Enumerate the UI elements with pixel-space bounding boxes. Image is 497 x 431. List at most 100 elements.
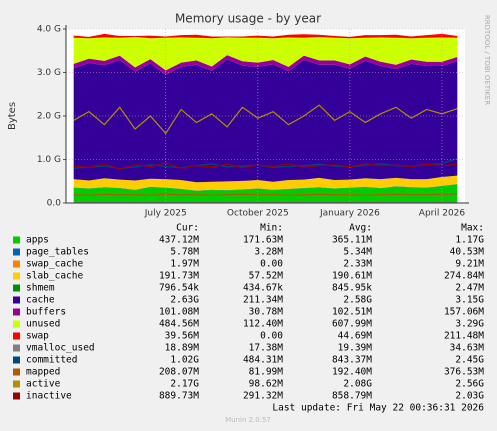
y-tick-label: 4.0 G: [37, 25, 61, 35]
legend-stat: 365.11M: [332, 235, 372, 246]
legend-stat: 484.56M: [159, 319, 199, 330]
legend-swatch: [13, 392, 20, 400]
legend-swatch: [13, 236, 20, 244]
x-tick-label: October 2025: [227, 209, 289, 219]
legend-swatch: [13, 380, 20, 388]
line: [73, 193, 458, 196]
legend-name: inactive: [26, 391, 72, 402]
area: [73, 175, 458, 183]
legend-stat: 1.02G: [170, 355, 199, 366]
legend-stat: 2.08G: [343, 379, 372, 390]
legend-stat: 171.63M: [243, 235, 283, 246]
plot: [73, 33, 458, 203]
side-note: RRDTOOL / TOBI OETIKER: [483, 15, 491, 105]
y-tick-label: 3.0 G: [37, 68, 61, 78]
legend-stat: 796.54k: [159, 283, 199, 294]
axes: 0.0 1.0 G 2.0 G 3.0 G 4.0 G July 2025 October …: [37, 25, 469, 219]
legend-stat: 19.39M: [338, 343, 373, 354]
legend-stat: 39.56M: [165, 331, 200, 342]
column-header: Cur:: [176, 223, 199, 234]
legend-stat: 607.99M: [332, 319, 372, 330]
column-header: Max:: [461, 223, 484, 234]
legend-stat: 101.08M: [159, 307, 199, 318]
legend-swatch: [13, 284, 20, 292]
legend-name: active: [26, 379, 61, 390]
legend-swatch: [13, 356, 20, 364]
area: [73, 33, 458, 39]
legend-stat: 40.53M: [450, 247, 485, 258]
column-header: Min:: [260, 223, 283, 234]
line: [73, 104, 458, 135]
legend-swatch: [13, 296, 20, 304]
legend-stat: 112.40M: [243, 319, 283, 330]
y-axis-label: Bytes: [7, 102, 18, 130]
legend-stat: 2.58G: [343, 295, 372, 306]
area: [73, 184, 458, 203]
legend-stat: 2.45G: [455, 355, 484, 366]
legend-swatch: [13, 344, 20, 352]
legend-stat: 34.63M: [450, 343, 485, 354]
legend-stat: 845.95k: [332, 283, 372, 294]
y-tick-label: 2.0 G: [37, 112, 61, 122]
last-update: Last update: Fri May 22 00:36:31 2026: [272, 403, 484, 414]
legend-stat: 190.61M: [332, 271, 372, 282]
legend-stat: 30.78M: [249, 307, 284, 318]
legend-stat: 211.48M: [444, 331, 484, 342]
legend-name: page_tables: [26, 247, 89, 258]
legend-stat: 18.89M: [165, 343, 200, 354]
legend-name: shmem: [26, 283, 55, 294]
legend-stat: 2.33M: [343, 259, 372, 270]
legend-stat: 291.32M: [243, 391, 283, 402]
legend-stat: 376.53M: [444, 367, 484, 378]
legend-stat: 437.12M: [159, 235, 199, 246]
legend-stat: 102.51M: [332, 307, 372, 318]
legend-stat: 0.00: [260, 331, 283, 342]
chart-title: Memory usage - by year: [175, 12, 321, 26]
legend-stat: 3.28M: [254, 247, 283, 258]
legend-stat: 98.62M: [249, 379, 284, 390]
legend-swatch: [13, 320, 20, 328]
legend-stat: 5.78M: [170, 247, 199, 258]
legend-name: unused: [26, 319, 60, 330]
legend-swatch: [13, 308, 20, 316]
x-tick-label: April 2026: [419, 209, 466, 219]
legend-stat: 191.73M: [159, 271, 199, 282]
legend-stat: 1.97M: [170, 259, 199, 270]
legend-stat: 843.37M: [332, 355, 372, 366]
area: [73, 175, 458, 191]
column-header: Avg:: [349, 223, 372, 234]
area: [73, 36, 458, 71]
legend-stat: 2.63G: [170, 295, 199, 306]
legend-stat: 858.79M: [332, 391, 372, 402]
legend-stat: 3.15G: [455, 295, 484, 306]
legend-name: vmalloc_used: [26, 343, 95, 354]
y-tick-label: 0.0: [47, 199, 62, 209]
legend-name: committed: [26, 355, 77, 366]
legend-name: swap: [26, 331, 49, 342]
legend-name: apps: [26, 235, 49, 246]
legend-stat: 2.56G: [455, 379, 484, 390]
legend-name: buffers: [26, 307, 66, 318]
legend-stat: 192.40M: [332, 367, 372, 378]
legend-name: mapped: [26, 367, 60, 378]
legend-stat: 81.99M: [249, 367, 284, 378]
legend-stat: 211.34M: [243, 295, 283, 306]
legend-name: slab_cache: [26, 271, 83, 282]
legend-stat: 2.47M: [455, 283, 484, 294]
legend-stat: 0.00: [260, 259, 283, 270]
legend-name: swap_cache: [26, 259, 83, 270]
legend-stat: 44.69M: [338, 331, 373, 342]
legend-swatch: [13, 248, 20, 256]
x-tick-label: July 2025: [144, 209, 187, 219]
legend-stat: 1.17G: [455, 235, 484, 246]
legend-swatch: [13, 368, 20, 376]
legend-stat: 5.34M: [343, 247, 372, 258]
legend-name: cache: [26, 295, 55, 306]
legend-stat: 208.07M: [159, 367, 199, 378]
legend-swatch: [13, 332, 20, 340]
legend-stat: 2.17G: [170, 379, 199, 390]
area: [73, 55, 458, 75]
area: [73, 59, 458, 183]
legend-stat: 3.29G: [455, 319, 484, 330]
